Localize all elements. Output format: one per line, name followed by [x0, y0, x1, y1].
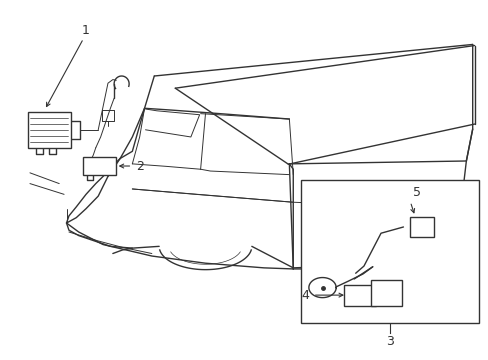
- Bar: [344, 285, 375, 306]
- Bar: [27, 112, 71, 148]
- Text: 2: 2: [136, 159, 144, 172]
- Text: 3: 3: [385, 335, 393, 348]
- Bar: [409, 217, 433, 237]
- Text: 1: 1: [82, 23, 90, 37]
- Text: 5: 5: [412, 186, 420, 199]
- Bar: [370, 280, 401, 306]
- Text: 4: 4: [301, 289, 308, 302]
- Bar: [82, 157, 116, 175]
- Bar: [300, 180, 478, 323]
